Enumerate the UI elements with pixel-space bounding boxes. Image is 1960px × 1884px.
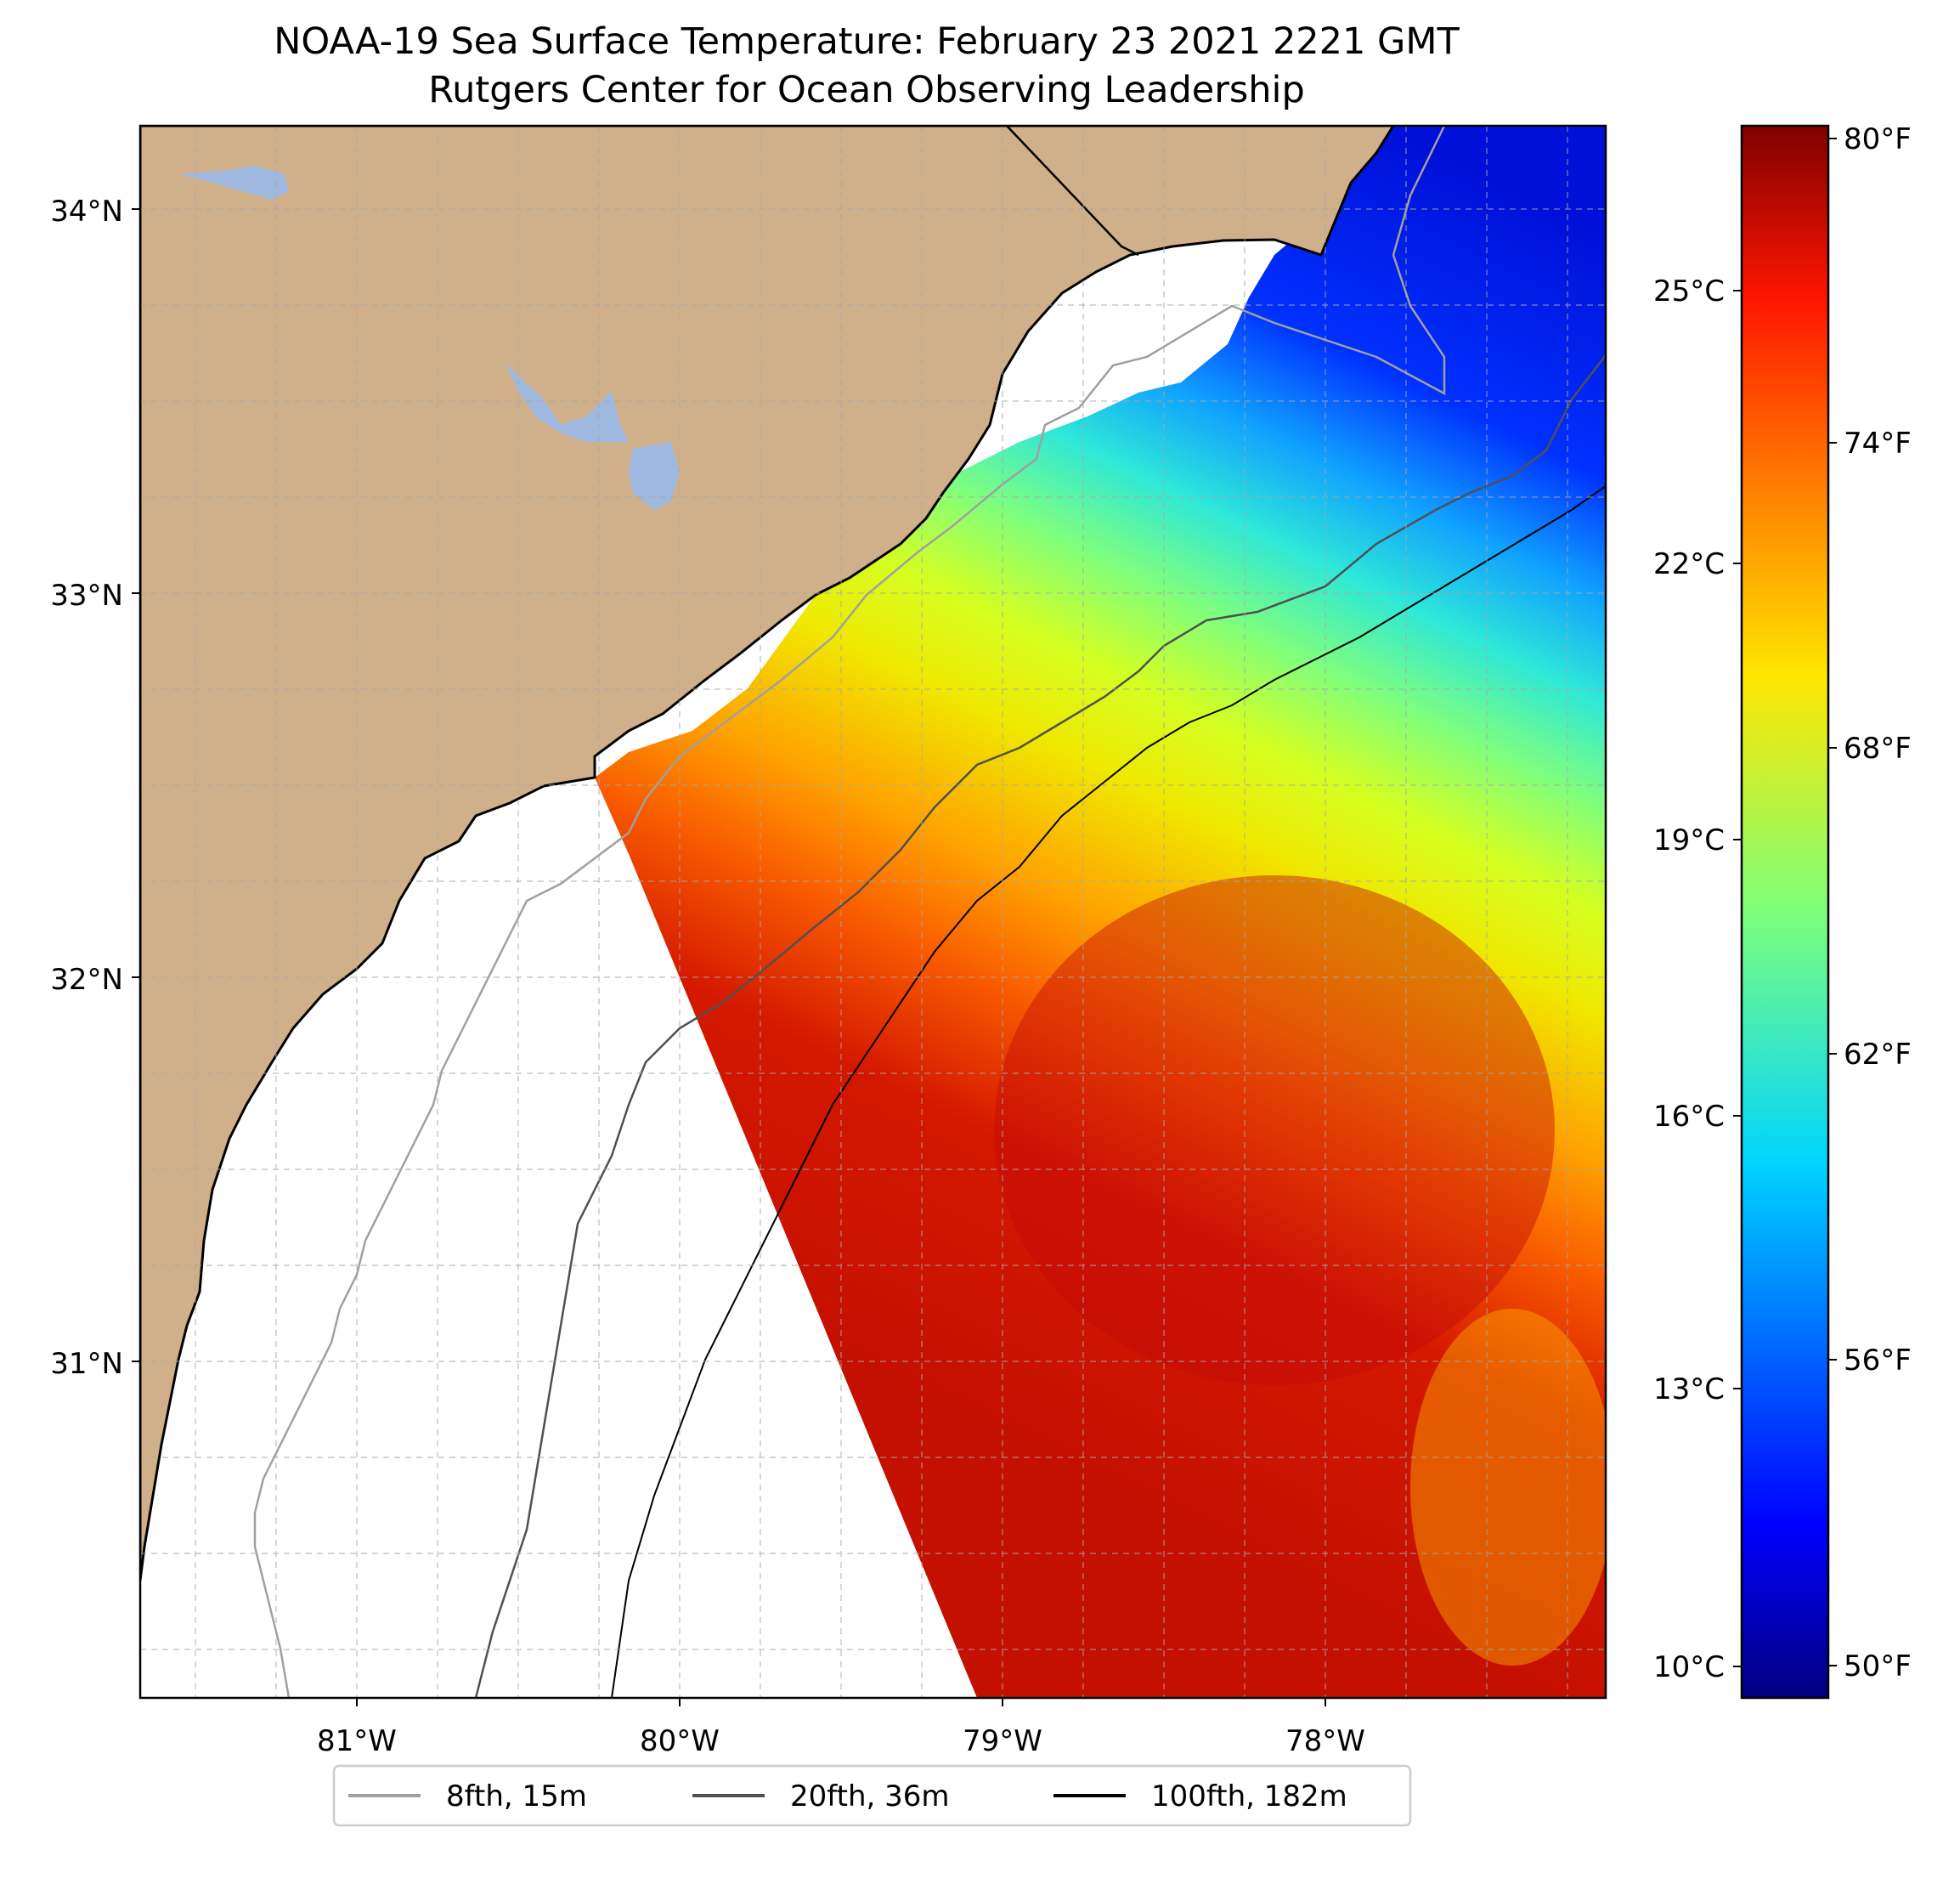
lon-label-81w: 81°W bbox=[317, 1724, 397, 1758]
sst-warm-patch bbox=[1410, 1309, 1606, 1666]
colorbar-label-25c: 25°C bbox=[1653, 274, 1725, 308]
state-boundary bbox=[1006, 126, 1139, 257]
isobath-8fth bbox=[253, 126, 1446, 1698]
isobath-legend: 8fth, 15m 20fth, 36m 100fth, 182m bbox=[332, 1764, 1412, 1827]
colorbar-label-16c: 16°C bbox=[1653, 1100, 1725, 1134]
colorbar-label-56f: 56°F bbox=[1844, 1344, 1912, 1378]
isobath-100fth bbox=[611, 485, 1606, 1698]
colorbar-label-68f: 68°F bbox=[1844, 732, 1912, 766]
legend-label-100fth: 100fth, 182m bbox=[1151, 1779, 1347, 1813]
colorbar-label-74f: 74°F bbox=[1844, 427, 1912, 461]
figure-title-line1: NOAA-19 Sea Surface Temperature: Februar… bbox=[274, 20, 1460, 63]
land-mainland bbox=[140, 126, 1395, 1581]
legend-frame bbox=[332, 1764, 1412, 1827]
lake-north bbox=[178, 166, 289, 200]
lake-marion bbox=[506, 364, 629, 442]
lon-label-80w: 80°W bbox=[640, 1724, 720, 1758]
lon-label-79w: 79°W bbox=[963, 1724, 1042, 1758]
colorbar-gradient bbox=[1740, 124, 1830, 1700]
colorbar-fahrenheit-ticks: 80°F 74°F 68°F 62°F 56°F 50°F bbox=[1828, 122, 1912, 1683]
lon-label-78w: 78°W bbox=[1285, 1724, 1365, 1758]
colorbar-label-22c: 22°C bbox=[1653, 547, 1725, 581]
colorbar-label-13c: 13°C bbox=[1653, 1372, 1725, 1406]
map-panel bbox=[140, 126, 1606, 1698]
latitude-axis: 34°N 33°N 32°N 31°N bbox=[50, 195, 140, 1381]
colorbar-celsius-ticks: 25°C 22°C 19°C 16°C 13°C 10°C bbox=[1653, 274, 1742, 1684]
longitude-axis: 81°W 80°W 79°W 78°W bbox=[317, 1698, 1365, 1758]
lat-label-32n: 32°N bbox=[50, 963, 123, 997]
lat-label-34n: 34°N bbox=[50, 195, 123, 229]
colorbar-label-10c: 10°C bbox=[1653, 1650, 1725, 1684]
sst-swath bbox=[595, 126, 1606, 1698]
figure-title-line2: Rutgers Center for Ocean Observing Leade… bbox=[428, 69, 1305, 111]
colorbar-label-62f: 62°F bbox=[1844, 1038, 1912, 1072]
colorbar-label-80f: 80°F bbox=[1844, 122, 1912, 156]
legend-label-8fth: 8fth, 15m bbox=[446, 1779, 587, 1813]
map-frame bbox=[138, 124, 1607, 1700]
colorbar-label-50f: 50°F bbox=[1844, 1649, 1912, 1683]
isobath-20fth bbox=[474, 354, 1606, 1698]
lake-moultrie bbox=[629, 442, 680, 510]
lat-label-33n: 33°N bbox=[50, 579, 123, 613]
colorbar-label-19c: 19°C bbox=[1653, 823, 1725, 857]
legend-label-20fth: 20fth, 36m bbox=[790, 1779, 950, 1813]
colorbar: 25°C 22°C 19°C 16°C 13°C 10°C 80°F 74°F … bbox=[1653, 122, 1912, 1700]
lat-label-31n: 31°N bbox=[50, 1347, 123, 1381]
map-gridlines bbox=[140, 126, 1606, 1698]
sst-warm-core bbox=[994, 875, 1555, 1385]
